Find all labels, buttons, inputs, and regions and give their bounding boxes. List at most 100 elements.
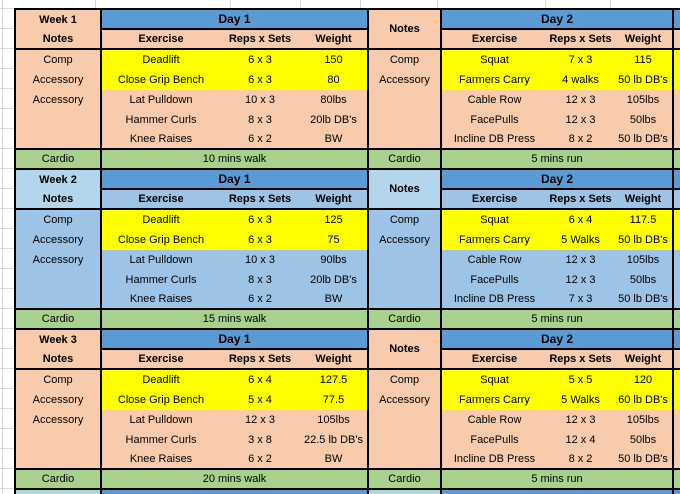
column-header-exercise: Exercise [102, 30, 220, 50]
weight-cell: 105lbs [614, 90, 674, 110]
notes-body-cell: Comp Accessory Accessory [16, 210, 102, 310]
mid-notes-label-cell: Notes [369, 170, 442, 210]
exercise-name-cell: Squat [442, 210, 547, 230]
note-line: Accessory [32, 234, 84, 246]
continuation-sliver [674, 10, 680, 30]
gridline [0, 228, 14, 229]
gridline [0, 388, 14, 389]
exercise-name-cell: Farmers Carry [442, 390, 547, 410]
gridline [2, 0, 3, 494]
reps-sets-cell: 6 x 2 [220, 450, 300, 470]
continuation-sliver [674, 250, 680, 270]
note-line: Comp [43, 54, 73, 66]
note-line: Comp [389, 214, 420, 226]
gridline [0, 108, 14, 109]
continuation-sliver [674, 430, 680, 450]
week4-partial-row [16, 490, 680, 494]
note-line: Comp [389, 374, 420, 386]
column-header-exercise: Exercise [442, 30, 547, 50]
reps-sets-cell: 6 x 3 [220, 70, 300, 90]
continuation-sliver [674, 190, 680, 210]
gridline [437, 0, 438, 8]
reps-sets-cell: 5 x 5 [547, 370, 614, 390]
gridline [0, 168, 14, 169]
mid-notes-body-cell: Comp Accessory [369, 210, 442, 310]
weight-cell: BW [300, 450, 369, 470]
continuation-sliver [674, 70, 680, 90]
column-header-weight: Weight [614, 190, 674, 210]
day2-title [442, 490, 674, 494]
week-block: Week 2 Notes Day 1 Notes Day 2 Exercise Reps x… [16, 170, 680, 330]
weight-cell: 75 [300, 230, 369, 250]
weight-cell: 90lbs [300, 250, 369, 270]
continuation-sliver [674, 150, 680, 170]
exercise-name-cell: Cable Row [442, 90, 547, 110]
exercise-name-cell: Close Grip Bench [102, 230, 220, 250]
continuation-sliver [674, 470, 680, 490]
exercise-name-cell: Lat Pulldown [102, 90, 220, 110]
note-line: Accessory [32, 74, 84, 86]
gridline [0, 88, 14, 89]
note-line: Accessory [379, 394, 430, 406]
week-block: Week 3 Notes Day 1 Notes Day 2 Exercise Reps x… [16, 330, 680, 490]
exercise-name-cell: Knee Raises [102, 130, 220, 150]
day2-title: Day 2 [442, 330, 674, 350]
continuation-sliver [674, 30, 680, 50]
mid-notes-label-cell: Notes [369, 10, 442, 50]
continuation-sliver [674, 310, 680, 330]
column-header-reps: Reps x Sets [547, 190, 614, 210]
continuation-sliver [674, 50, 680, 70]
cardio-value-cell: 5 mins run [442, 150, 674, 170]
exercise-name-cell: Farmers Carry [442, 70, 547, 90]
exercise-name-cell: Hammer Curls [102, 110, 220, 130]
reps-sets-cell: 4 walks [547, 70, 614, 90]
exercise-name-cell: Lat Pulldown [102, 250, 220, 270]
mid-notes-label-cell [369, 490, 442, 494]
reps-sets-cell: 12 x 3 [547, 110, 614, 130]
exercise-name-cell: Close Grip Bench [102, 70, 220, 90]
weight-cell: 20lb DB's [300, 110, 369, 130]
column-header-exercise: Exercise [102, 190, 220, 210]
reps-sets-cell: 6 x 4 [220, 370, 300, 390]
weight-cell: 50 lb DB's [614, 130, 674, 150]
weight-cell: 115 [614, 50, 674, 70]
continuation-sliver [674, 350, 680, 370]
gridline [0, 208, 14, 209]
cardio-value-cell: 5 mins run [442, 470, 674, 490]
continuation-sliver [674, 370, 680, 390]
gridline [0, 148, 14, 149]
weight-cell: 117.5 [614, 210, 674, 230]
exercise-name-cell: Deadlift [102, 370, 220, 390]
cardio-label-cell: Cardio [16, 310, 102, 330]
gridline [230, 0, 231, 8]
reps-sets-cell: 6 x 3 [220, 50, 300, 70]
day1-title: Day 1 [102, 170, 369, 190]
gridline [610, 0, 611, 8]
cardio-label-cell: Cardio [16, 470, 102, 490]
weight-cell: 50 lb DB's [614, 230, 674, 250]
exercise-name-cell: Deadlift [102, 50, 220, 70]
column-header-weight: Weight [300, 30, 369, 50]
exercise-name-cell: FacePulls [442, 110, 547, 130]
gridline [545, 0, 546, 8]
cardio-label-cell: Cardio [369, 470, 442, 490]
column-header-exercise: Exercise [442, 190, 547, 210]
note-line: Comp [43, 374, 73, 386]
week-label-cell: Week 2 Notes [16, 170, 102, 210]
weight-cell: 20lb DB's [300, 270, 369, 290]
weight-cell: 127.5 [300, 370, 369, 390]
reps-sets-cell: 8 x 3 [220, 270, 300, 290]
exercise-name-cell: FacePulls [442, 270, 547, 290]
notes-body-cell: Comp Accessory Accessory [16, 370, 102, 470]
reps-sets-cell: 3 x 8 [220, 430, 300, 450]
column-header-reps: Reps x Sets [220, 350, 300, 370]
column-header-reps: Reps x Sets [220, 190, 300, 210]
exercise-name-cell: Hammer Curls [102, 430, 220, 450]
mid-notes-body-cell: Comp Accessory [369, 370, 442, 470]
weight-cell: 80 [300, 70, 369, 90]
weight-cell: 60 lb DB's [614, 390, 674, 410]
continuation-sliver [674, 330, 680, 350]
note-line: Accessory [379, 74, 430, 86]
cardio-value-cell: 5 mins run [442, 310, 674, 330]
